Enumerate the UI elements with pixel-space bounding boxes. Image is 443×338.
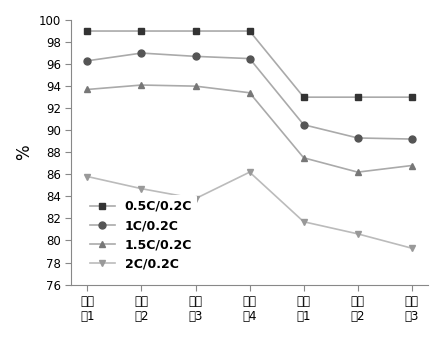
1C/0.2C: [301, 123, 306, 127]
1.5C/0.2C: [355, 170, 361, 174]
2C/0.2C: [193, 197, 198, 201]
0.5C/0.2C: [355, 95, 361, 99]
2C/0.2C: [301, 220, 306, 224]
Line: 0.5C/0.2C: 0.5C/0.2C: [84, 28, 415, 101]
1.5C/0.2C: [139, 83, 144, 87]
Legend: 0.5C/0.2C, 1C/0.2C, 1.5C/0.2C, 2C/0.2C: 0.5C/0.2C, 1C/0.2C, 1.5C/0.2C, 2C/0.2C: [85, 195, 197, 276]
Line: 1C/0.2C: 1C/0.2C: [84, 50, 415, 143]
Y-axis label: %: %: [15, 144, 33, 160]
2C/0.2C: [247, 170, 252, 174]
2C/0.2C: [139, 187, 144, 191]
0.5C/0.2C: [193, 29, 198, 33]
1C/0.2C: [247, 56, 252, 61]
2C/0.2C: [355, 232, 361, 236]
1.5C/0.2C: [247, 91, 252, 95]
0.5C/0.2C: [85, 29, 90, 33]
1.5C/0.2C: [409, 164, 415, 168]
2C/0.2C: [409, 246, 415, 250]
1.5C/0.2C: [193, 84, 198, 88]
1C/0.2C: [409, 137, 415, 141]
1C/0.2C: [355, 136, 361, 140]
1.5C/0.2C: [85, 88, 90, 92]
Line: 2C/0.2C: 2C/0.2C: [84, 169, 415, 252]
0.5C/0.2C: [409, 95, 415, 99]
0.5C/0.2C: [301, 95, 306, 99]
Line: 1.5C/0.2C: 1.5C/0.2C: [84, 81, 415, 176]
1C/0.2C: [85, 59, 90, 63]
1C/0.2C: [193, 54, 198, 58]
1.5C/0.2C: [301, 156, 306, 160]
1C/0.2C: [139, 51, 144, 55]
0.5C/0.2C: [247, 29, 252, 33]
2C/0.2C: [85, 174, 90, 178]
0.5C/0.2C: [139, 29, 144, 33]
